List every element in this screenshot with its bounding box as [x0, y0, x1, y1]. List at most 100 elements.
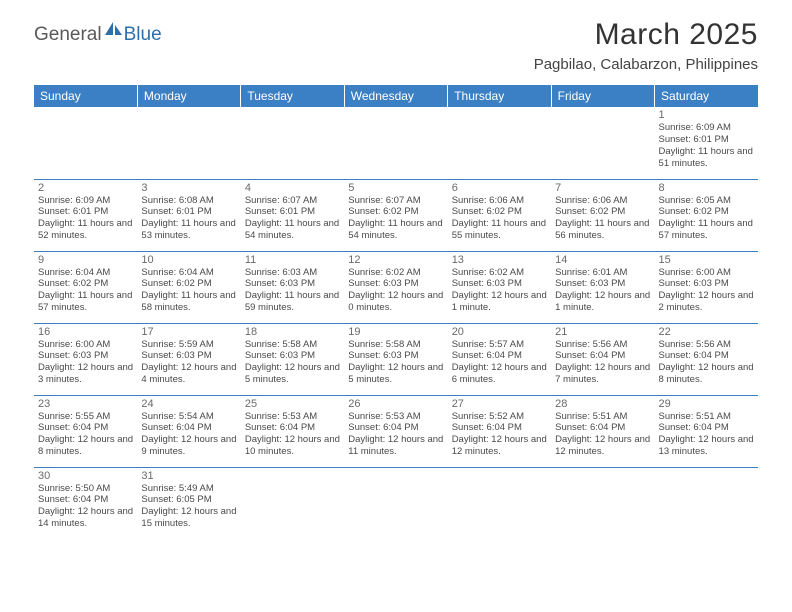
calendar-cell: 4Sunrise: 6:07 AMSunset: 6:01 PMDaylight…: [241, 179, 344, 251]
day-number: 9: [38, 254, 133, 266]
calendar-cell: [344, 107, 447, 179]
calendar-cell: 28Sunrise: 5:51 AMSunset: 6:04 PMDayligh…: [551, 395, 654, 467]
calendar-cell: 7Sunrise: 6:06 AMSunset: 6:02 PMDaylight…: [551, 179, 654, 251]
weekday-header: Thursday: [448, 85, 551, 107]
calendar-cell: [655, 467, 758, 539]
calendar-cell: 29Sunrise: 5:51 AMSunset: 6:04 PMDayligh…: [655, 395, 758, 467]
day-info: Sunrise: 6:00 AMSunset: 6:03 PMDaylight:…: [38, 339, 133, 387]
day-info: Sunrise: 5:56 AMSunset: 6:04 PMDaylight:…: [659, 339, 754, 387]
day-info: Sunrise: 6:07 AMSunset: 6:01 PMDaylight:…: [245, 195, 340, 243]
calendar-table: Sunday Monday Tuesday Wednesday Thursday…: [34, 85, 758, 539]
weekday-header: Sunday: [34, 85, 137, 107]
day-info: Sunrise: 6:00 AMSunset: 6:03 PMDaylight:…: [659, 267, 754, 315]
day-number: 19: [348, 326, 443, 338]
day-number: 7: [555, 182, 650, 194]
calendar-row: 16Sunrise: 6:00 AMSunset: 6:03 PMDayligh…: [34, 323, 758, 395]
day-info: Sunrise: 5:53 AMSunset: 6:04 PMDaylight:…: [348, 411, 443, 459]
day-info: Sunrise: 5:51 AMSunset: 6:04 PMDaylight:…: [659, 411, 754, 459]
day-info: Sunrise: 6:08 AMSunset: 6:01 PMDaylight:…: [141, 195, 236, 243]
day-info: Sunrise: 5:50 AMSunset: 6:04 PMDaylight:…: [38, 483, 133, 531]
calendar-cell: 27Sunrise: 5:52 AMSunset: 6:04 PMDayligh…: [448, 395, 551, 467]
calendar-cell: [241, 107, 344, 179]
day-number: 4: [245, 182, 340, 194]
title-block: March 2025 Pagbilao, Calabarzon, Philipp…: [534, 18, 758, 73]
logo-sail-icon: [104, 20, 124, 43]
day-number: 15: [659, 254, 754, 266]
weekday-header: Tuesday: [241, 85, 344, 107]
calendar-cell: 5Sunrise: 6:07 AMSunset: 6:02 PMDaylight…: [344, 179, 447, 251]
calendar-cell: 12Sunrise: 6:02 AMSunset: 6:03 PMDayligh…: [344, 251, 447, 323]
day-number: 27: [452, 398, 547, 410]
day-info: Sunrise: 5:56 AMSunset: 6:04 PMDaylight:…: [555, 339, 650, 387]
day-info: Sunrise: 5:49 AMSunset: 6:05 PMDaylight:…: [141, 483, 236, 531]
calendar-cell: 24Sunrise: 5:54 AMSunset: 6:04 PMDayligh…: [137, 395, 240, 467]
day-info: Sunrise: 6:06 AMSunset: 6:02 PMDaylight:…: [452, 195, 547, 243]
day-number: 11: [245, 254, 340, 266]
day-number: 30: [38, 470, 133, 482]
day-info: Sunrise: 6:02 AMSunset: 6:03 PMDaylight:…: [348, 267, 443, 315]
page-title: March 2025: [534, 18, 758, 52]
day-info: Sunrise: 5:59 AMSunset: 6:03 PMDaylight:…: [141, 339, 236, 387]
calendar-cell: 30Sunrise: 5:50 AMSunset: 6:04 PMDayligh…: [34, 467, 137, 539]
day-info: Sunrise: 6:09 AMSunset: 6:01 PMDaylight:…: [659, 122, 754, 170]
day-info: Sunrise: 5:53 AMSunset: 6:04 PMDaylight:…: [245, 411, 340, 459]
calendar-cell: 2Sunrise: 6:09 AMSunset: 6:01 PMDaylight…: [34, 179, 137, 251]
weekday-header: Friday: [551, 85, 654, 107]
day-number: 24: [141, 398, 236, 410]
day-number: 31: [141, 470, 236, 482]
day-number: 1: [659, 109, 754, 121]
day-info: Sunrise: 5:51 AMSunset: 6:04 PMDaylight:…: [555, 411, 650, 459]
day-number: 5: [348, 182, 443, 194]
calendar-cell: 10Sunrise: 6:04 AMSunset: 6:02 PMDayligh…: [137, 251, 240, 323]
calendar-row: 2Sunrise: 6:09 AMSunset: 6:01 PMDaylight…: [34, 179, 758, 251]
calendar-cell: 18Sunrise: 5:58 AMSunset: 6:03 PMDayligh…: [241, 323, 344, 395]
calendar-cell: 17Sunrise: 5:59 AMSunset: 6:03 PMDayligh…: [137, 323, 240, 395]
weekday-header: Wednesday: [344, 85, 447, 107]
calendar-cell: 11Sunrise: 6:03 AMSunset: 6:03 PMDayligh…: [241, 251, 344, 323]
calendar-cell: [448, 467, 551, 539]
day-number: 23: [38, 398, 133, 410]
day-number: 26: [348, 398, 443, 410]
day-number: 17: [141, 326, 236, 338]
calendar-cell: [34, 107, 137, 179]
calendar-cell: [551, 467, 654, 539]
day-info: Sunrise: 5:54 AMSunset: 6:04 PMDaylight:…: [141, 411, 236, 459]
day-info: Sunrise: 5:58 AMSunset: 6:03 PMDaylight:…: [245, 339, 340, 387]
calendar-cell: [241, 467, 344, 539]
day-info: Sunrise: 6:01 AMSunset: 6:03 PMDaylight:…: [555, 267, 650, 315]
weekday-header: Saturday: [655, 85, 758, 107]
day-number: 29: [659, 398, 754, 410]
location-text: Pagbilao, Calabarzon, Philippines: [534, 56, 758, 73]
calendar-cell: 9Sunrise: 6:04 AMSunset: 6:02 PMDaylight…: [34, 251, 137, 323]
calendar-cell: [344, 467, 447, 539]
calendar-cell: 21Sunrise: 5:56 AMSunset: 6:04 PMDayligh…: [551, 323, 654, 395]
calendar-cell: 19Sunrise: 5:58 AMSunset: 6:03 PMDayligh…: [344, 323, 447, 395]
calendar-cell: 22Sunrise: 5:56 AMSunset: 6:04 PMDayligh…: [655, 323, 758, 395]
day-number: 28: [555, 398, 650, 410]
calendar-cell: 26Sunrise: 5:53 AMSunset: 6:04 PMDayligh…: [344, 395, 447, 467]
calendar-cell: 13Sunrise: 6:02 AMSunset: 6:03 PMDayligh…: [448, 251, 551, 323]
calendar-cell: [137, 107, 240, 179]
calendar-cell: 23Sunrise: 5:55 AMSunset: 6:04 PMDayligh…: [34, 395, 137, 467]
day-number: 10: [141, 254, 236, 266]
calendar-row: 30Sunrise: 5:50 AMSunset: 6:04 PMDayligh…: [34, 467, 758, 539]
day-number: 20: [452, 326, 547, 338]
day-number: 12: [348, 254, 443, 266]
logo: General Blue: [34, 24, 162, 46]
calendar-cell: [448, 107, 551, 179]
day-info: Sunrise: 6:07 AMSunset: 6:02 PMDaylight:…: [348, 195, 443, 243]
day-info: Sunrise: 6:05 AMSunset: 6:02 PMDaylight:…: [659, 195, 754, 243]
day-info: Sunrise: 6:03 AMSunset: 6:03 PMDaylight:…: [245, 267, 340, 315]
day-number: 21: [555, 326, 650, 338]
day-number: 13: [452, 254, 547, 266]
logo-text-general: General: [34, 24, 102, 46]
calendar-cell: 1Sunrise: 6:09 AMSunset: 6:01 PMDaylight…: [655, 107, 758, 179]
calendar-cell: 8Sunrise: 6:05 AMSunset: 6:02 PMDaylight…: [655, 179, 758, 251]
calendar-cell: 25Sunrise: 5:53 AMSunset: 6:04 PMDayligh…: [241, 395, 344, 467]
calendar-cell: 15Sunrise: 6:00 AMSunset: 6:03 PMDayligh…: [655, 251, 758, 323]
day-number: 18: [245, 326, 340, 338]
logo-text-blue: Blue: [124, 24, 162, 46]
day-number: 2: [38, 182, 133, 194]
day-number: 14: [555, 254, 650, 266]
day-info: Sunrise: 6:02 AMSunset: 6:03 PMDaylight:…: [452, 267, 547, 315]
